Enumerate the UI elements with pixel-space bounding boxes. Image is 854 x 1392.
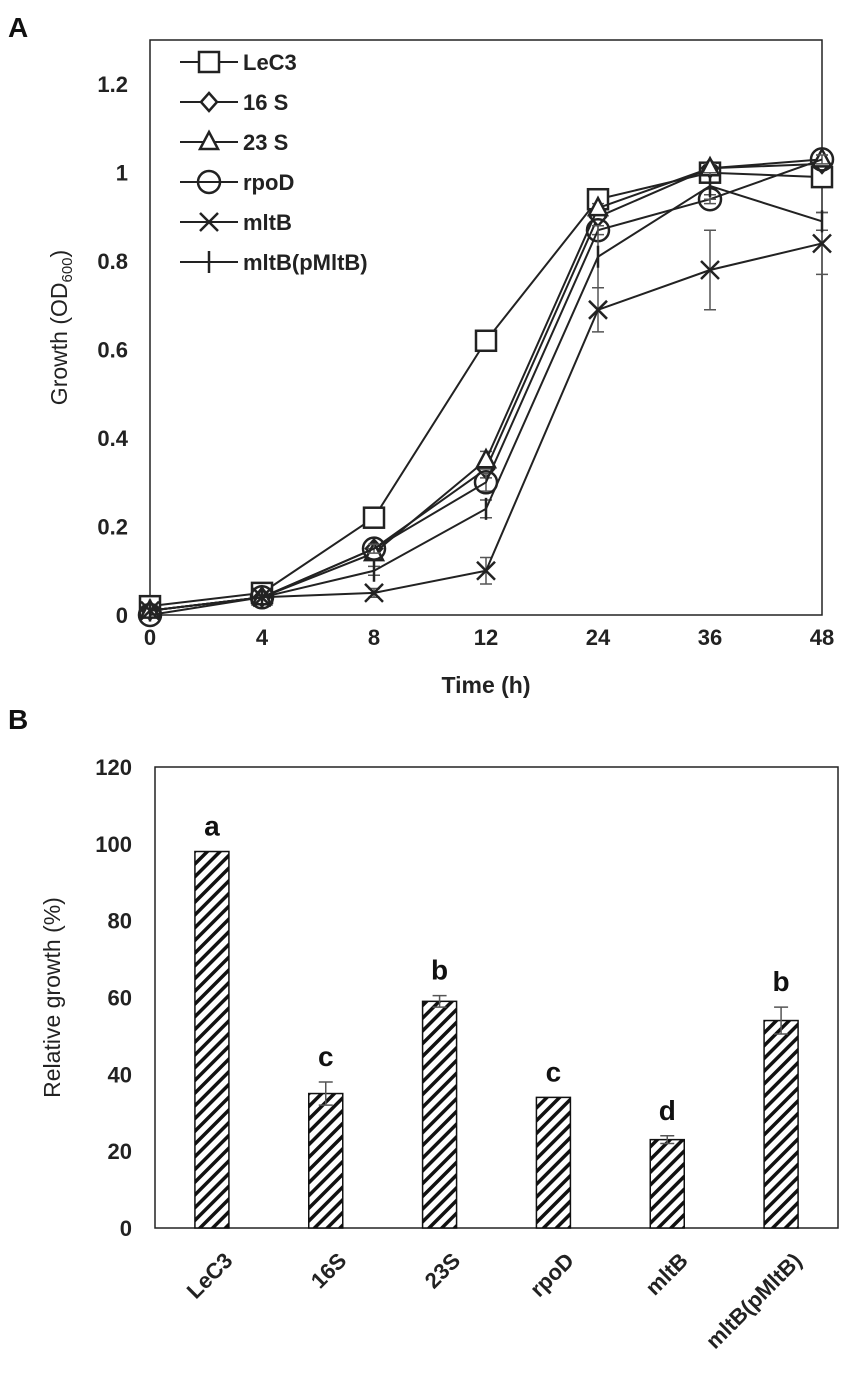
y-tick-label: 1.2 xyxy=(97,72,128,97)
legend-label: rpoD xyxy=(243,170,294,195)
panel-label-b: B xyxy=(8,704,29,735)
category-label: rpoD xyxy=(525,1248,579,1302)
bar xyxy=(763,1019,799,1229)
y-axis-title: Growth (OD600) xyxy=(46,250,76,405)
category-label: mltB(pMltB) xyxy=(701,1248,807,1354)
x-tick-label: 4 xyxy=(256,625,269,650)
data-point xyxy=(812,233,832,254)
bar xyxy=(308,1092,344,1229)
legend-label: mltB xyxy=(243,210,292,235)
bar xyxy=(194,850,230,1229)
data-point xyxy=(474,447,498,469)
y-axis-title-close: ) xyxy=(46,250,72,258)
legend-label: 16 S xyxy=(243,90,288,115)
x-tick-label: 48 xyxy=(810,625,834,650)
y-tick-label: 40 xyxy=(108,1062,132,1087)
bar xyxy=(421,1000,458,1229)
x-tick-label: 12 xyxy=(474,625,498,650)
panel-label-a: A xyxy=(8,12,29,43)
significance-letter: c xyxy=(546,1056,562,1087)
y-tick-label: 100 xyxy=(95,832,132,857)
legend-marker xyxy=(199,91,219,113)
y-tick-label: 120 xyxy=(95,755,132,780)
data-point xyxy=(361,536,387,561)
significance-letter: b xyxy=(773,966,790,997)
data-point xyxy=(474,329,498,353)
legend: LeC3 16 S 23 S rpoD mltB mltB(pMltB) xyxy=(180,50,368,275)
series-mltbpmltb xyxy=(148,171,828,622)
legend-label: mltB(pMltB) xyxy=(243,250,368,275)
y-tick-label: 20 xyxy=(108,1139,132,1164)
category-label: LeC3 xyxy=(182,1248,238,1304)
legend-marker xyxy=(196,169,222,195)
data-point xyxy=(364,583,384,603)
significance-letter: d xyxy=(659,1095,676,1126)
category-label: mltB xyxy=(641,1248,693,1300)
bar xyxy=(535,1096,572,1229)
x-tick-label: 0 xyxy=(144,625,156,650)
legend-marker xyxy=(199,212,219,232)
y-tick-label: 0.8 xyxy=(97,249,128,274)
data-point xyxy=(809,147,835,172)
x-axis-title: Time (h) xyxy=(441,672,530,698)
y-tick-label: 60 xyxy=(108,986,132,1011)
bar-chart: 0 20 40 60 80 100 120 Relative growth (%) a LeC3 c… xyxy=(39,755,839,1354)
y-tick-label: 80 xyxy=(108,909,132,934)
data-point xyxy=(700,260,720,280)
y-tick-label: 0.2 xyxy=(97,515,128,540)
plot-frame xyxy=(149,39,823,616)
y-tick-label: 0 xyxy=(120,1216,132,1241)
y-tick-label: 1 xyxy=(116,161,128,186)
data-point xyxy=(362,506,386,529)
category-label: 23S xyxy=(420,1248,465,1293)
significance-letter: c xyxy=(318,1041,334,1072)
x-tick-label: 8 xyxy=(368,625,380,650)
category-label: 16S xyxy=(306,1248,351,1293)
y-axis-title-main: Growth (OD xyxy=(46,283,72,406)
legend-marker xyxy=(197,129,221,151)
y-tick-label: 0 xyxy=(116,603,128,628)
error-bar xyxy=(816,154,828,165)
error-bar xyxy=(660,1135,675,1145)
error-bar xyxy=(774,1006,789,1035)
plot-frame xyxy=(154,766,839,1229)
bar xyxy=(649,1138,685,1229)
series-line xyxy=(149,242,823,612)
series-line xyxy=(149,171,823,608)
data-point xyxy=(588,299,608,320)
x-tick-label: 36 xyxy=(698,625,722,650)
y-axis-title-subscript: 600 xyxy=(59,257,76,282)
data-point xyxy=(476,560,496,581)
error-bar xyxy=(432,994,447,1008)
y-axis-title: Relative growth (%) xyxy=(39,897,65,1098)
y-tick-label: 0.6 xyxy=(97,338,128,363)
y-tick-label: 0.4 xyxy=(97,426,128,451)
significance-letter: b xyxy=(431,955,448,986)
legend-label: 23 S xyxy=(243,130,288,155)
data-point xyxy=(586,195,610,217)
significance-letter: a xyxy=(204,811,220,842)
legend-label: LeC3 xyxy=(243,50,297,75)
error-bar xyxy=(318,1081,333,1106)
legend-marker xyxy=(197,50,221,74)
x-tick-label: 24 xyxy=(586,625,611,650)
